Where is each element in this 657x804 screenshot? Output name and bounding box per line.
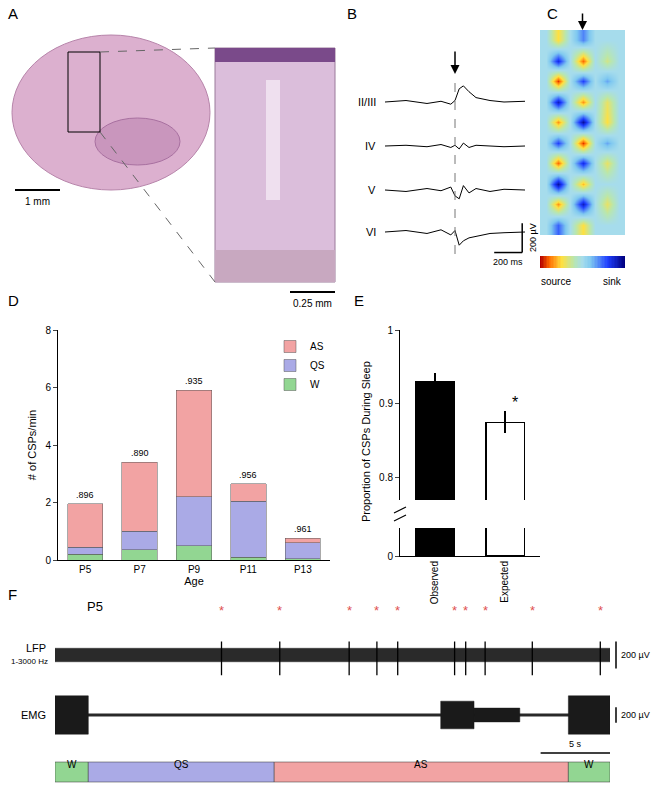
svg-text:*: * (219, 603, 224, 618)
svg-text:# of CSPs/min: # of CSPs/min (26, 410, 38, 480)
svg-text:Observed: Observed (429, 561, 440, 604)
svg-text:.890: .890 (131, 448, 149, 458)
svg-text:0: 0 (45, 555, 51, 566)
svg-text:EMG: EMG (21, 709, 46, 721)
svg-text:*: * (483, 603, 488, 618)
svg-text:C: C (547, 5, 558, 22)
svg-text:F: F (8, 586, 17, 603)
svg-text:P11: P11 (240, 564, 257, 575)
svg-text:6: 6 (45, 382, 51, 393)
svg-text:AS: AS (310, 341, 324, 352)
svg-text:*: * (374, 603, 379, 618)
svg-text:V: V (368, 184, 376, 196)
svg-text:*: * (512, 394, 518, 411)
svg-text:.961: .961 (294, 524, 312, 534)
svg-text:LFP: LFP (26, 642, 46, 654)
svg-text:Expected: Expected (499, 561, 510, 603)
svg-text:QS: QS (174, 759, 189, 770)
svg-text:200 µV: 200 µV (528, 223, 538, 252)
svg-text:0: 0 (387, 551, 393, 562)
svg-text:0.8: 0.8 (379, 472, 393, 483)
svg-text:W: W (67, 759, 77, 770)
svg-text:5 s: 5 s (569, 739, 582, 749)
svg-text:*: * (463, 603, 468, 618)
svg-text:P5: P5 (79, 564, 92, 575)
svg-text:II/III: II/III (358, 96, 376, 108)
svg-text:200 µV: 200 µV (621, 650, 650, 660)
svg-text:4: 4 (45, 440, 51, 451)
svg-text:200 ms: 200 ms (493, 257, 523, 267)
svg-text:0.9: 0.9 (379, 398, 393, 409)
svg-text:P7: P7 (133, 564, 146, 575)
svg-text:2: 2 (45, 497, 51, 508)
svg-text:1: 1 (387, 325, 393, 336)
svg-text:IV: IV (365, 140, 376, 152)
svg-text:QS: QS (310, 360, 325, 371)
svg-text:W: W (584, 759, 594, 770)
svg-text:*: * (277, 603, 282, 618)
svg-text:*: * (598, 603, 603, 618)
svg-text:Proportion of CSPs During Slee: Proportion of CSPs During Sleep (360, 361, 372, 522)
svg-text:W: W (310, 379, 320, 390)
svg-text:1-3000 Hz: 1-3000 Hz (11, 657, 48, 666)
svg-text:source: source (541, 276, 571, 287)
svg-text:*: * (530, 603, 535, 618)
svg-text:200 µV: 200 µV (621, 710, 650, 720)
svg-text:D: D (8, 292, 19, 309)
svg-text:sink: sink (603, 276, 622, 287)
svg-text:.956: .956 (239, 470, 257, 480)
svg-text:*: * (452, 603, 457, 618)
svg-text:P9: P9 (188, 564, 201, 575)
svg-text:.896: .896 (76, 490, 94, 500)
svg-text:A: A (8, 5, 18, 22)
svg-text:P13: P13 (294, 564, 312, 575)
svg-text:P5: P5 (87, 599, 103, 614)
svg-text:.935: .935 (185, 376, 203, 386)
svg-text:8: 8 (45, 325, 51, 336)
svg-text:B: B (347, 5, 357, 22)
svg-text:0.25 mm: 0.25 mm (293, 298, 332, 309)
svg-text:E: E (354, 292, 364, 309)
svg-text:VI: VI (366, 226, 376, 238)
svg-text:AS: AS (414, 759, 428, 770)
svg-text:*: * (347, 603, 352, 618)
svg-text:1 mm: 1 mm (25, 196, 50, 207)
svg-text:Age: Age (184, 575, 204, 587)
svg-text:*: * (395, 603, 400, 618)
